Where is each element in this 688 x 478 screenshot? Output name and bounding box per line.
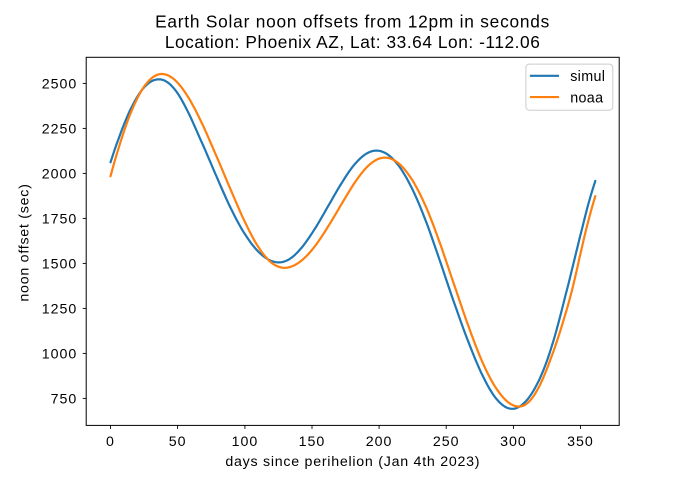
svg-text:750: 750 xyxy=(51,392,78,408)
svg-text:250: 250 xyxy=(433,434,460,450)
svg-text:Location: Phoenix AZ, Lat: 33.: Location: Phoenix AZ, Lat: 33.64 Lon: -1… xyxy=(165,32,541,52)
svg-text:2000: 2000 xyxy=(42,167,78,183)
svg-text:simul: simul xyxy=(570,69,605,85)
svg-text:1500: 1500 xyxy=(42,257,78,273)
svg-text:50: 50 xyxy=(169,434,187,450)
svg-text:days since perihelion (Jan 4th: days since perihelion (Jan 4th 2023) xyxy=(225,454,480,470)
svg-text:noon offset (sec): noon offset (sec) xyxy=(17,183,33,301)
svg-text:1000: 1000 xyxy=(42,347,78,363)
svg-text:350: 350 xyxy=(567,434,594,450)
svg-text:1250: 1250 xyxy=(42,302,78,318)
svg-text:0: 0 xyxy=(106,434,115,450)
svg-text:2500: 2500 xyxy=(42,77,78,93)
svg-text:150: 150 xyxy=(299,434,326,450)
svg-text:300: 300 xyxy=(500,434,527,450)
svg-text:200: 200 xyxy=(366,434,393,450)
svg-text:1750: 1750 xyxy=(42,212,78,228)
svg-text:100: 100 xyxy=(232,434,259,450)
svg-text:Earth Solar noon offsets from: Earth Solar noon offsets from 12pm in se… xyxy=(155,11,550,31)
svg-text:noaa: noaa xyxy=(570,90,603,106)
svg-text:2250: 2250 xyxy=(42,122,78,138)
